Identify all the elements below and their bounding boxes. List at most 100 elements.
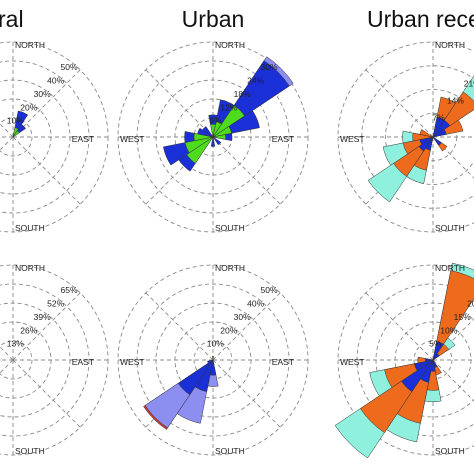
gridline-ring <box>356 283 474 437</box>
gridline-ring <box>0 264 109 456</box>
gridline-ring <box>0 302 71 418</box>
petal-blue <box>432 129 447 138</box>
title-urban-receptor: Urban recep <box>367 6 474 32</box>
direction-east-label: EAST <box>72 134 94 144</box>
ring-label: 14% <box>447 96 464 106</box>
petal-orange <box>419 129 434 138</box>
ring-label: 24% <box>247 75 264 85</box>
plot-background <box>0 265 108 455</box>
direction-north-label: NORTH <box>435 40 465 50</box>
gridline-spoke <box>212 359 281 428</box>
ring-label: 39% <box>34 312 51 322</box>
direction-south-label: SOUTH <box>15 223 45 233</box>
gridline-spoke <box>12 292 81 361</box>
petal-green <box>193 132 214 142</box>
direction-south-label: SOUTH <box>215 446 245 456</box>
gridline-spoke <box>145 69 214 138</box>
petal-blue <box>197 127 214 138</box>
gridline-ring <box>117 264 309 456</box>
gridline-ring <box>0 283 90 437</box>
petal-blue <box>207 359 214 364</box>
title-urban: Urban <box>182 6 245 32</box>
wind-rose-urban-top: 6% 12% 18% 24% 30% NORTH EAST SOUTH WEST <box>117 40 309 233</box>
gridline-ring <box>337 264 474 456</box>
ring-label: 52% <box>47 298 64 308</box>
gridline-ring <box>0 117 33 157</box>
ring-label: 30% <box>234 312 251 322</box>
ring-label: 5% <box>429 339 442 349</box>
gridline-spoke <box>365 69 434 138</box>
ring-label: 12% <box>220 102 237 112</box>
petal-blue <box>177 359 214 396</box>
direction-north-label: NORTH <box>435 263 465 273</box>
ring-label: 10% <box>440 325 457 335</box>
direction-west-label: WEST <box>120 134 145 144</box>
gridline-ring <box>136 283 290 437</box>
plot-background <box>0 42 108 232</box>
ring-label: 6% <box>209 116 222 126</box>
petal-blue <box>202 126 214 138</box>
ring-label: 50% <box>61 62 78 72</box>
gridline-spoke <box>0 346 14 361</box>
gridline-ring <box>136 60 290 214</box>
ring-label: 20% <box>220 325 237 335</box>
direction-north-label: NORTH <box>15 40 45 50</box>
direction-west-label: WEST <box>340 134 365 144</box>
petal-green <box>12 130 20 138</box>
ring-label: 40% <box>47 75 64 85</box>
direction-south-label: SOUTH <box>215 223 245 233</box>
gridline-ring <box>0 60 90 214</box>
ring-label: 7% <box>433 112 446 122</box>
gridline-ring <box>385 89 474 185</box>
ring-label: 30% <box>34 89 51 99</box>
gridline-ring <box>0 79 71 195</box>
gridline-spoke <box>12 136 81 205</box>
petal-green <box>212 134 226 140</box>
direction-east-label: EAST <box>72 357 94 367</box>
gridline-ring <box>0 340 33 380</box>
ring-label: 10% <box>207 339 224 349</box>
gridline-ring <box>174 321 252 399</box>
gridline-ring <box>337 41 474 233</box>
gridline-spoke <box>0 123 14 138</box>
petal-blue <box>432 353 440 361</box>
gridline-ring <box>174 98 252 176</box>
ring-label: 20% <box>20 102 37 112</box>
ring-label: 65% <box>61 285 78 295</box>
gridline-ring <box>155 79 271 195</box>
ring-label: 10% <box>7 116 24 126</box>
title-rural: ral <box>0 6 24 32</box>
petal-orange <box>432 270 474 361</box>
petal-green <box>211 355 215 361</box>
direction-east-label: EAST <box>272 357 294 367</box>
direction-west-label: WEST <box>120 357 145 367</box>
ring-label: 26% <box>20 325 37 335</box>
gridline-ring <box>0 41 109 233</box>
gridline-ring <box>0 98 52 176</box>
petal-blue <box>212 136 222 146</box>
gridline-ring <box>117 41 309 233</box>
wind-rose-urban-bottom: 10% 20% 30% 40% 50% NORTH EAST SOUTH WEST <box>117 263 309 456</box>
ring-label: 21% <box>464 79 474 89</box>
gridline-spoke <box>12 69 81 138</box>
gridline-spoke <box>0 359 14 374</box>
gridline-spoke <box>212 136 281 205</box>
ring-label: 20% <box>467 298 474 308</box>
direction-east-label: EAST <box>272 134 294 144</box>
ring-label: 40% <box>247 298 264 308</box>
petal-blue <box>432 136 442 146</box>
gridline-spoke <box>145 292 214 361</box>
ring-label: 13% <box>7 339 24 349</box>
direction-north-label: NORTH <box>215 40 245 50</box>
direction-south-label: SOUTH <box>435 223 465 233</box>
gridline-spoke <box>365 292 434 361</box>
gridline-spoke <box>432 359 474 402</box>
direction-north-label: NORTH <box>215 263 245 273</box>
gridline-spoke <box>212 292 281 361</box>
direction-north-label: NORTH <box>15 263 45 273</box>
